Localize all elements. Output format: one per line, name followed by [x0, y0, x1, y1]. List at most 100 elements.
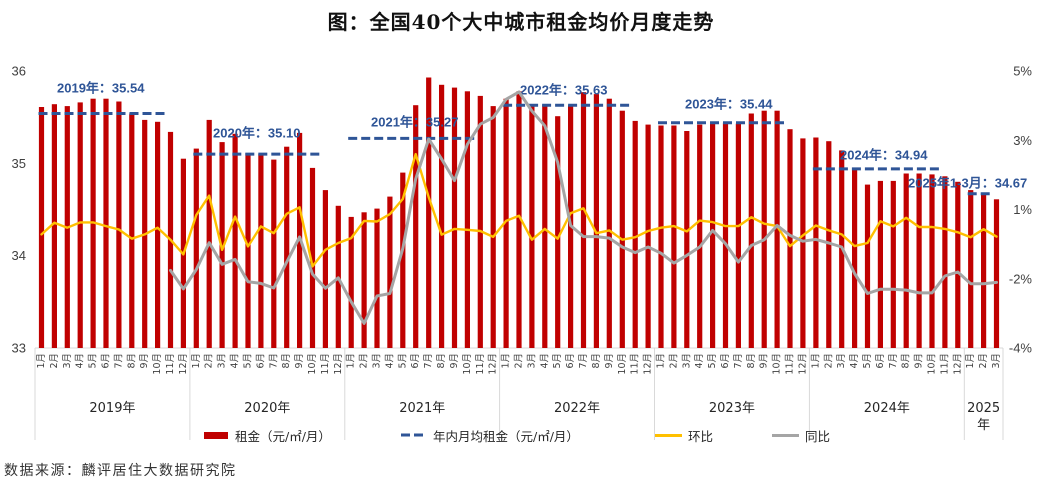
x-month-label: 12月	[333, 353, 344, 375]
x-month-label: 7月	[268, 353, 279, 369]
bar	[529, 105, 535, 348]
x-month-label: 2月	[978, 353, 989, 369]
bar	[361, 212, 367, 348]
x-month-label: 2月	[204, 353, 215, 369]
bar	[271, 159, 277, 348]
bar	[38, 107, 45, 348]
x-month-label: 3月	[372, 353, 383, 369]
x-year-label: 2024年	[863, 401, 910, 416]
bar	[439, 84, 445, 349]
bar	[516, 91, 522, 349]
bar	[284, 146, 290, 348]
bar	[632, 120, 638, 349]
yoy-line	[169, 90, 998, 325]
x-year-label: 2020年	[244, 401, 291, 416]
bar	[774, 110, 780, 348]
bar	[348, 216, 354, 348]
legend-label: 同比	[805, 428, 831, 444]
bar	[826, 141, 832, 348]
x-month-label: 1月	[965, 353, 976, 369]
y-right-tick-label: -4%	[1009, 341, 1033, 356]
bar	[684, 131, 690, 348]
bar	[942, 176, 948, 348]
x-year-label: 2023年	[708, 401, 755, 416]
x-month-label: 8月	[901, 353, 912, 369]
y-left-tick-label: 34	[12, 248, 26, 263]
bar	[464, 91, 470, 349]
x-month-label: 11月	[475, 353, 486, 375]
x-month-label: 9月	[759, 353, 770, 369]
x-month-label: 8月	[436, 353, 447, 369]
bar	[813, 137, 819, 348]
x-month-label: 12月	[488, 353, 499, 375]
x-month-label: 3月	[681, 353, 692, 369]
x-month-label: 7月	[578, 353, 589, 369]
x-month-label: 3月	[991, 353, 1002, 369]
tick-labels-layer: 1月 2月 3月 4月 5月 6月 7月 8月 9月 10月 11月 12月 1月 2月 3月 4月 5月 6月 7…	[12, 64, 1033, 375]
legend-swatch-line	[655, 433, 682, 437]
x-month-label: 2月	[823, 353, 834, 369]
bar	[864, 184, 871, 348]
bar	[619, 110, 625, 348]
x-month-label: 3月	[526, 353, 537, 369]
x-year-label: 2019年	[89, 401, 136, 416]
year-avg-label: 2023年：35.44	[685, 97, 773, 112]
x-month-label: 1月	[36, 353, 47, 369]
x-month-label: 5月	[243, 353, 254, 369]
bar	[129, 113, 135, 348]
bar	[916, 173, 922, 348]
year-avg-label: 2019年：35.54	[57, 81, 145, 96]
bar	[374, 208, 380, 348]
mom-line	[40, 152, 998, 268]
bar	[787, 129, 793, 348]
bar	[735, 123, 741, 348]
bar	[193, 148, 199, 348]
x-month-label: 7月	[423, 353, 434, 369]
y-right-tick-label: 1%	[1013, 202, 1032, 217]
bar	[477, 95, 483, 349]
bar	[206, 119, 212, 349]
x-month-label: 5月	[707, 353, 718, 369]
x-month-label: 3月	[836, 353, 847, 369]
x-month-label: 4月	[539, 353, 550, 369]
x-month-label: 10月	[307, 353, 318, 375]
y-left-tick-label: 35	[12, 156, 26, 171]
legend-swatch-line	[772, 433, 799, 437]
x-month-label: 11月	[785, 353, 796, 375]
x-month-label: 1月	[501, 353, 512, 369]
bar	[426, 77, 432, 348]
year-avg-labels-layer: 2019年：35.54 2020年：35.10 2021年：35.27 2022年：3…	[57, 81, 1027, 191]
x-month-label: 5月	[397, 353, 408, 369]
x-month-label: 9月	[604, 353, 615, 369]
x-month-label: 2月	[514, 353, 525, 369]
x-month-label: 12月	[797, 353, 808, 375]
x-month-label: 2月	[49, 353, 60, 369]
year-avg-label: 2025年1-3月：34.67	[908, 176, 1027, 191]
x-month-label: 7月	[888, 353, 899, 369]
x-month-label: 1月	[656, 353, 667, 369]
x-month-label: 6月	[875, 353, 886, 369]
x-month-label: 7月	[113, 353, 124, 369]
x-month-label: 1月	[346, 353, 357, 369]
x-month-label: 4月	[849, 353, 860, 369]
chart-title: 图：全国40个大中城市租金均价月度走势	[327, 10, 715, 34]
x-month-label: 2月	[668, 353, 679, 369]
legend-item-mom: 环比	[655, 426, 713, 444]
bar	[413, 105, 419, 348]
legend-swatch-dashed-line	[401, 433, 425, 437]
x-month-label: 8月	[746, 353, 757, 369]
year-avg-label: 2022年：35.63	[520, 83, 607, 98]
legend-item-rent: 租金（元/㎡/月）	[204, 426, 331, 444]
bar	[245, 153, 251, 348]
bar	[490, 106, 496, 348]
bar	[929, 174, 935, 348]
x-month-label: 12月	[952, 353, 963, 375]
x-month-label: 11月	[165, 353, 176, 375]
x-month-label: 7月	[733, 353, 744, 369]
bar	[322, 190, 328, 348]
x-month-label: 10月	[772, 353, 783, 375]
y-right-tick-label: 5%	[1013, 64, 1032, 79]
year-avg-lines-layer	[38, 103, 994, 196]
bar	[748, 113, 754, 348]
legend-item-year-avg: 年内月均租金（元/㎡/月）	[401, 426, 579, 444]
